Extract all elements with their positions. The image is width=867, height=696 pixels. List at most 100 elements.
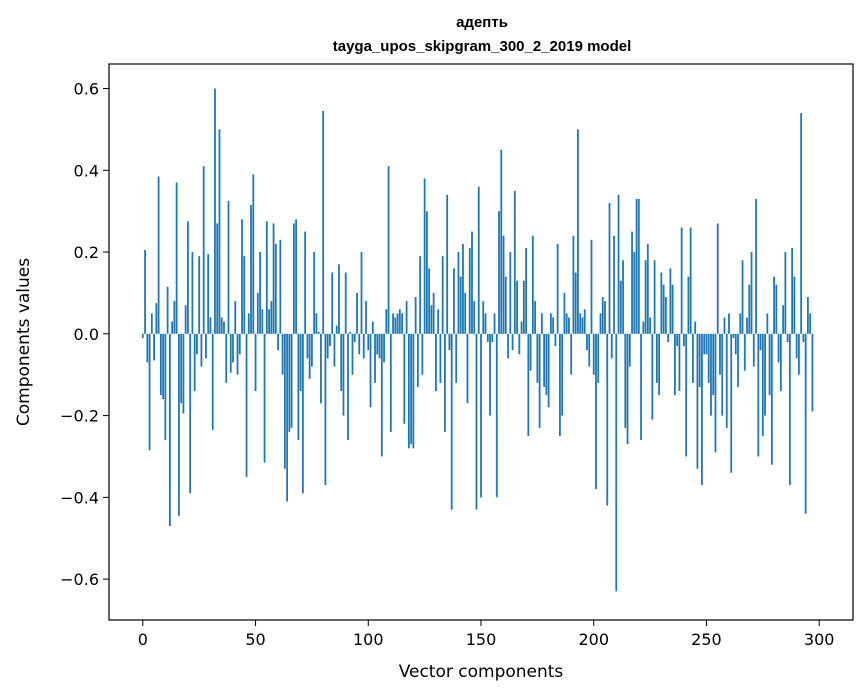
bar-292 [800,113,803,334]
bar-83 [329,333,331,347]
bar-272 [755,198,757,334]
bar-150 [480,333,482,498]
x-tick-label: 300 [804,630,835,649]
y-tick-label: 0.2 [74,243,99,262]
bar-176 [538,333,541,428]
bar-201 [595,333,597,490]
chart-title-line-2: tayga_upos_skipgram_300_2_2019 model [333,38,632,55]
x-tick-label: 250 [691,630,722,649]
bar-247 [698,333,701,387]
bar-21 [189,333,192,494]
bar-154 [489,333,491,416]
bar-218 [633,252,636,334]
bar-169 [522,280,525,334]
bar-28 [205,333,207,359]
bar-280 [773,276,775,334]
y-tick-label: 0.6 [74,80,99,99]
bar-143 [464,292,467,334]
bar-193 [577,129,579,334]
bar-254 [714,333,717,453]
bar-261 [730,333,733,473]
bar-159 [500,149,503,334]
bar-245 [694,321,697,334]
bar-189 [568,317,570,334]
bar-22 [191,252,194,334]
bar-203 [599,313,602,334]
bar-236 [673,333,676,396]
bar-240 [683,333,685,347]
bar-160 [502,235,505,334]
bar-256 [719,333,721,375]
bar-125 [423,178,426,334]
bar-99 [365,301,367,334]
bar-97 [360,252,363,334]
bar-239 [680,227,683,334]
bar-185 [559,333,561,437]
bar-227 [653,260,656,334]
bar-116 [403,333,406,424]
bar-250 [705,333,708,355]
bar-221 [640,333,642,441]
y-axis-label: Components values [14,258,34,426]
bar-251 [707,333,710,383]
bar-175 [536,333,539,383]
bar-18 [182,333,185,414]
bar-55 [265,221,268,334]
bar-32 [214,88,216,334]
bar-156 [493,313,496,334]
bar-165 [513,190,516,334]
bar-271 [752,333,755,367]
bar-158 [498,211,500,334]
bar-111 [392,313,394,334]
bar-264 [737,333,739,387]
bar-73 [306,333,309,359]
bar-283 [779,333,782,392]
bar-166 [516,280,518,334]
bar-126 [425,211,428,334]
bar-59 [274,243,277,334]
bar-138 [453,268,455,334]
bar-31 [211,333,214,430]
bar-94 [353,333,356,342]
bar-186 [561,333,564,416]
bar-277 [766,313,769,334]
bar-34 [218,129,221,334]
bar-259 [725,333,728,428]
bar-14 [173,301,176,334]
bar-263 [734,333,737,355]
bar-181 [549,313,552,334]
bar-23 [193,333,196,392]
bar-36 [223,321,225,334]
bar-90 [344,272,347,334]
bar-209 [613,235,615,334]
bar-131 [437,309,440,334]
bar-230 [660,272,663,334]
bar-118 [407,333,410,449]
bar-229 [658,333,661,396]
bar-120 [412,333,415,449]
bar-62 [281,333,284,375]
bar-110 [389,333,392,432]
bar-77 [315,313,318,334]
bar-178 [543,333,546,387]
bar-198 [588,333,591,367]
bar-68 [295,219,298,334]
bar-41 [234,301,237,334]
bar-98 [362,333,365,359]
bar-133 [441,256,444,334]
bar-121 [414,297,417,334]
bar-96 [358,333,361,355]
plot-frame [108,63,854,621]
bar-85 [333,333,336,367]
bar-237 [676,333,679,347]
bar-45 [243,256,246,334]
bar-233 [667,333,670,342]
bar-108 [385,309,388,334]
bar-260 [728,313,730,334]
bar-51 [256,292,259,334]
bar-153 [486,333,489,342]
bar-276 [764,333,766,416]
bar-61 [279,239,282,334]
bar-282 [777,333,780,363]
bar-109 [387,166,390,334]
